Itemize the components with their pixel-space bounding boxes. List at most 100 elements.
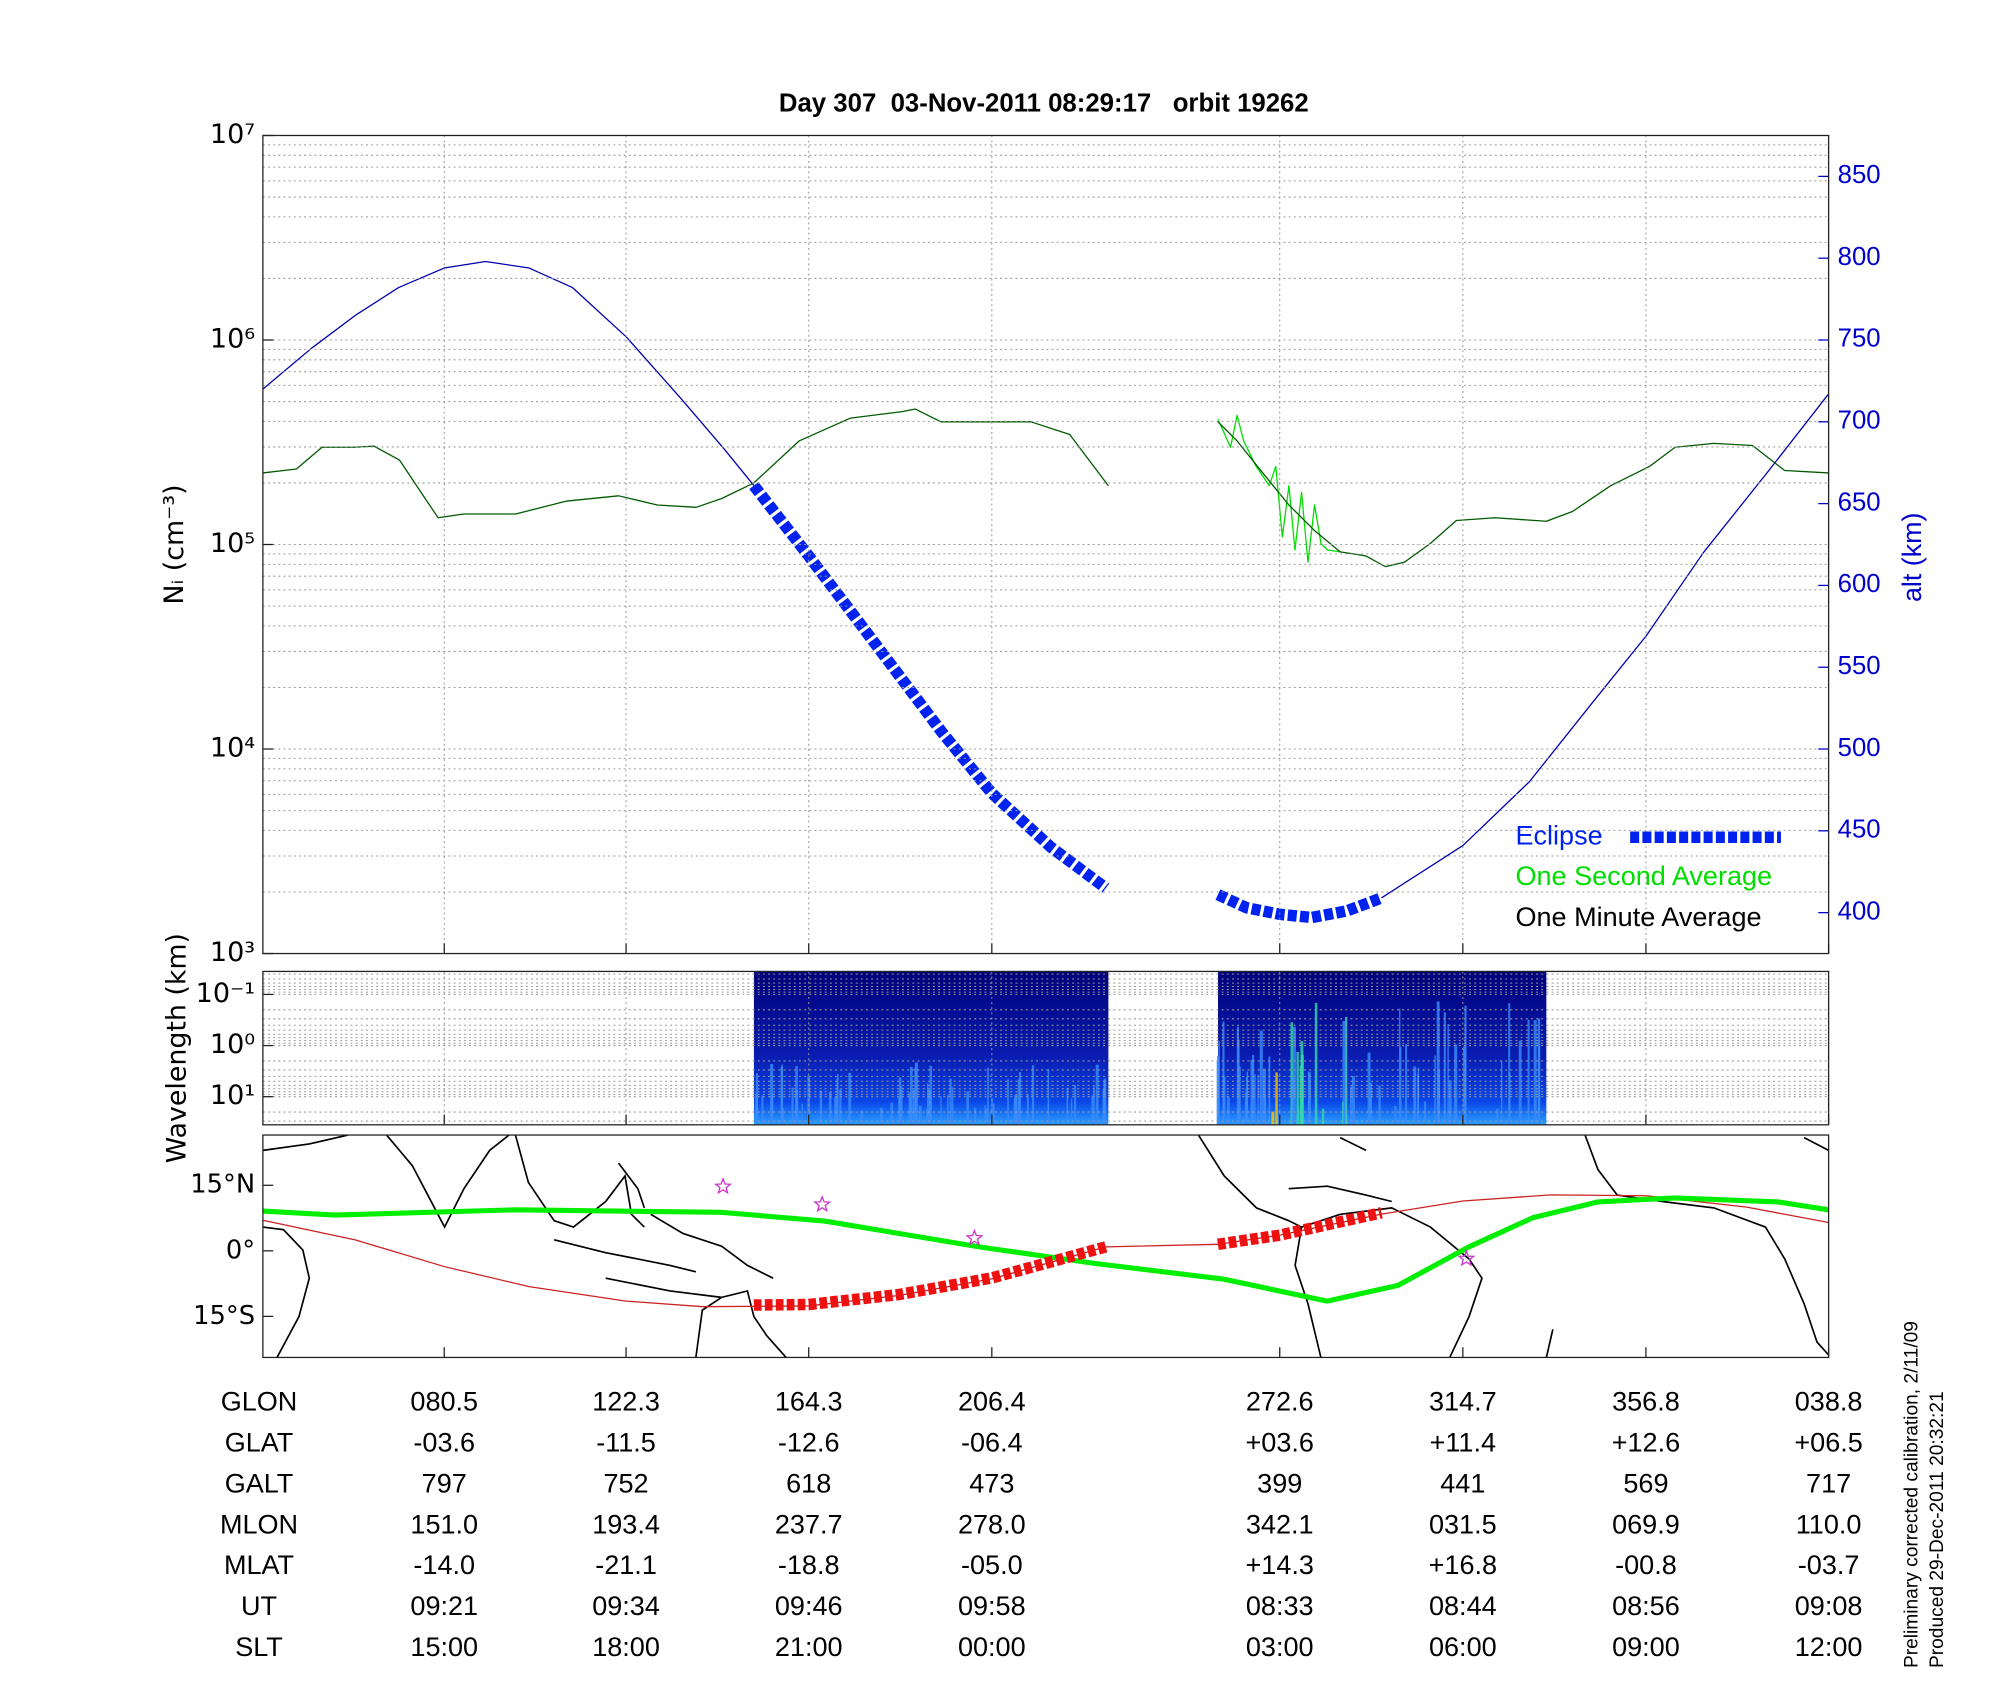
panel: 10⁻¹ 10⁰ 10¹ Wavelength (km) xyxy=(161,933,1830,1163)
table-cell: +16.8 xyxy=(1429,1550,1497,1580)
series-line xyxy=(1217,414,1341,563)
table-cell: -05.0 xyxy=(961,1550,1023,1580)
table-cell: -12.6 xyxy=(778,1428,840,1458)
row-label: UT xyxy=(241,1591,277,1621)
series-line xyxy=(262,260,1829,899)
table-cell: 12:00 xyxy=(1795,1632,1863,1662)
table-cell: 080.5 xyxy=(410,1387,478,1417)
table-cell: +03.6 xyxy=(1246,1428,1314,1458)
plot-area xyxy=(262,1177,1829,1311)
table-cell: -18.8 xyxy=(778,1550,840,1580)
y-tick-label: 15°N xyxy=(190,1170,255,1200)
y2-tick-label: 550 xyxy=(1838,652,1881,680)
row-label: GLON xyxy=(221,1387,298,1417)
table-cell: 08:33 xyxy=(1246,1591,1314,1621)
table-cell: 717 xyxy=(1806,1468,1851,1498)
y-axis-label: Nᵢ (cm⁻³) xyxy=(159,484,190,604)
side-note: Preliminary corrected calibration, 2/11/… xyxy=(1901,1321,1922,1668)
y-tick-label: 10⁶ xyxy=(210,324,255,355)
row-label: GLAT xyxy=(225,1428,294,1458)
table-cell: 00:00 xyxy=(958,1632,1026,1662)
table-cell: 069.9 xyxy=(1612,1509,1680,1539)
y-axis-label: Wavelength (km) xyxy=(161,933,192,1163)
coastline xyxy=(1584,1135,1829,1356)
table-cell: 09:58 xyxy=(958,1591,1026,1621)
table-cell: 752 xyxy=(603,1468,648,1498)
coastline xyxy=(1197,1135,1392,1228)
table-cell: -06.4 xyxy=(961,1428,1023,1458)
table-cell: 110.0 xyxy=(1796,1509,1862,1539)
panel-frame xyxy=(262,1134,1830,1359)
panel-frame xyxy=(262,134,1830,955)
table-cell: 122.3 xyxy=(592,1387,660,1417)
table-cell: 272.6 xyxy=(1246,1387,1314,1417)
y-tick-label: 10⁵ xyxy=(210,528,255,559)
legend-label: One Second Average xyxy=(1515,861,1772,891)
table-cell: 03:00 xyxy=(1246,1632,1314,1662)
y2-tick-label: 650 xyxy=(1838,488,1881,516)
table-cell: -03.6 xyxy=(413,1428,475,1458)
table-cell: 21:00 xyxy=(775,1632,843,1662)
table-cell: 09:34 xyxy=(592,1591,660,1621)
table-cell: 399 xyxy=(1257,1468,1302,1498)
y-tick-label: 10⁰ xyxy=(210,1029,255,1060)
coastline xyxy=(514,1135,774,1299)
y-tick-label: 10⁻¹ xyxy=(196,978,256,1009)
star-marker xyxy=(713,1177,733,1195)
y-tick-label: 0° xyxy=(226,1235,255,1265)
panel: 15°N 0° 15°S xyxy=(190,1134,1830,1359)
coastline xyxy=(1294,1207,1483,1358)
table-cell: 09:00 xyxy=(1612,1632,1680,1662)
panel-frame xyxy=(262,970,1830,1126)
coastline xyxy=(262,1226,311,1358)
table-cell: 314.7 xyxy=(1429,1387,1497,1417)
y-tick-label: 10³ xyxy=(210,937,255,968)
table-cell: 08:56 xyxy=(1612,1591,1680,1621)
table-cell: 342.1 xyxy=(1246,1509,1314,1539)
table-cell: 09:21 xyxy=(410,1591,478,1621)
title: Day 307 03-Nov-2011 08:29:17 orbit 19262 xyxy=(779,90,1309,118)
star-marker xyxy=(813,1195,832,1213)
table-cell: 193.4 xyxy=(592,1509,660,1539)
star-marker xyxy=(1457,1249,1476,1267)
table-cell: 08:44 xyxy=(1429,1591,1497,1621)
y2-axis-label: alt (km) xyxy=(1897,513,1927,602)
y-tick-label: 15°S xyxy=(193,1301,255,1331)
y-tick-label: 10¹ xyxy=(210,1080,255,1111)
coastline xyxy=(262,1135,510,1229)
table-cell: +12.6 xyxy=(1612,1428,1680,1458)
row-label: GALT xyxy=(225,1468,294,1498)
y-tick-label: 10⁷ xyxy=(210,119,255,150)
star-marker xyxy=(965,1228,984,1246)
legend-label: One Minute Average xyxy=(1515,902,1761,932)
table-cell: +11.4 xyxy=(1430,1428,1496,1458)
table-cell: -21.1 xyxy=(595,1550,657,1580)
table-cell: 278.0 xyxy=(958,1509,1026,1539)
y2-tick-label: 800 xyxy=(1838,243,1881,271)
row-label: MLAT xyxy=(224,1550,294,1580)
series-line xyxy=(262,1195,1829,1304)
table-cell: 18:00 xyxy=(592,1632,660,1662)
series-line xyxy=(749,482,1384,924)
y2-tick-label: 400 xyxy=(1838,897,1881,925)
table-cell: 356.8 xyxy=(1612,1387,1680,1417)
side-note: Produced 29-Dec-2011 20:32:21 xyxy=(1927,1391,1948,1668)
coastline xyxy=(695,1289,787,1358)
table-cell: 164.3 xyxy=(775,1387,843,1417)
panel: 10³ 10⁴ 10⁵ 10⁶ 10⁷ 400 450 500 550 600 650 700 750 8… xyxy=(159,119,1927,968)
table-cell: 09:08 xyxy=(1795,1591,1863,1621)
table-cell: 473 xyxy=(969,1468,1014,1498)
table-cell: -11.5 xyxy=(596,1428,656,1458)
coastline xyxy=(1545,1329,1554,1358)
table-cell: 206.4 xyxy=(958,1387,1026,1417)
table-cell: 569 xyxy=(1623,1468,1668,1498)
table-cell: 237.7 xyxy=(775,1509,843,1539)
table-cell: 06:00 xyxy=(1429,1632,1497,1662)
y2-tick-label: 750 xyxy=(1838,325,1881,353)
y-tick-label: 10⁴ xyxy=(210,733,255,764)
y2-tick-label: 500 xyxy=(1838,734,1881,762)
table-cell: 441 xyxy=(1440,1468,1485,1498)
y2-tick-label: 450 xyxy=(1838,816,1881,844)
table-cell: -00.8 xyxy=(1615,1550,1677,1580)
